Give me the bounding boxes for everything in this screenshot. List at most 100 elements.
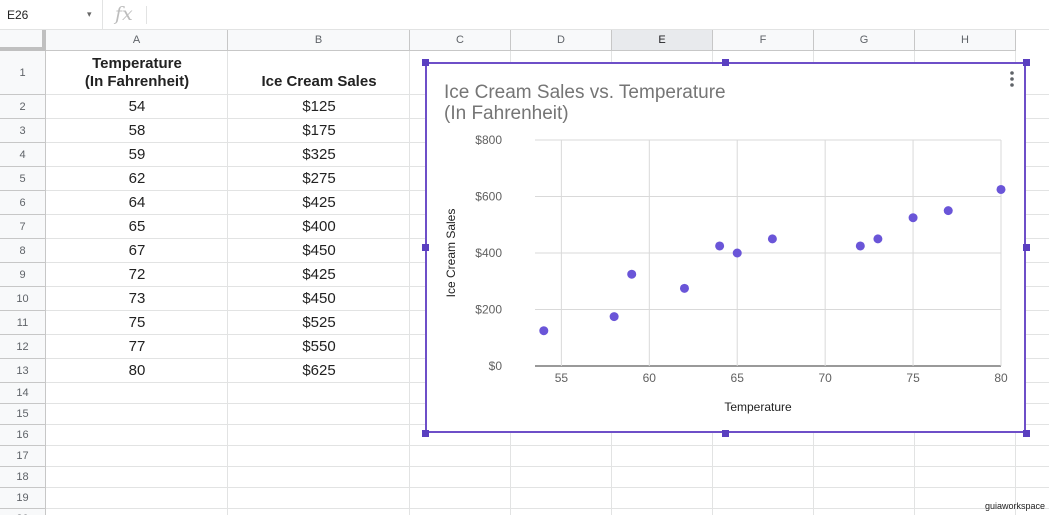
- x-tick-label: 70: [818, 371, 832, 385]
- cell-a1-temperature-header[interactable]: Temperature (In Fahrenheit): [46, 55, 228, 91]
- name-box[interactable]: E26 ▾: [0, 0, 103, 30]
- row-header-17[interactable]: 17: [0, 446, 46, 467]
- row-header-6[interactable]: 6: [0, 191, 46, 215]
- row-header-19[interactable]: 19: [0, 488, 46, 509]
- resize-handle[interactable]: [421, 244, 429, 251]
- resize-handle[interactable]: [1022, 429, 1030, 437]
- sales-cell[interactable]: $550: [302, 338, 336, 355]
- row-header-15[interactable]: 15: [0, 404, 46, 425]
- data-point[interactable]: [996, 184, 1006, 194]
- header-a-line1: Temperature: [92, 55, 182, 72]
- x-tick-label: 65: [731, 371, 745, 385]
- spreadsheet-grid[interactable]: ABCDEFGH1234567891011121314151617181920T…: [0, 30, 1049, 515]
- data-point[interactable]: [627, 269, 637, 279]
- resize-handle[interactable]: [1022, 244, 1030, 251]
- column-header-a[interactable]: A: [46, 30, 228, 51]
- data-point[interactable]: [609, 312, 619, 322]
- row-header-12[interactable]: 12: [0, 335, 46, 359]
- resize-handle[interactable]: [421, 429, 429, 437]
- sales-cell[interactable]: $525: [302, 314, 336, 331]
- gridline-vertical: [409, 51, 410, 515]
- temperature-cell[interactable]: 75: [128, 314, 146, 331]
- gridline-horizontal: [46, 487, 1049, 488]
- chart-svg: Ice Cream Sales vs. Temperature(In Fahre…: [444, 71, 1014, 414]
- data-point[interactable]: [679, 283, 689, 293]
- column-header-e[interactable]: E: [612, 30, 713, 51]
- temperature-cell[interactable]: 65: [128, 218, 146, 235]
- chart-title-line1: Ice Cream Sales vs. Temperature: [444, 82, 726, 103]
- resize-handle[interactable]: [722, 429, 729, 437]
- cell-b1-sales-header[interactable]: Ice Cream Sales: [261, 73, 377, 90]
- row-header-13[interactable]: 13: [0, 359, 46, 383]
- row-header-2[interactable]: 2: [0, 95, 46, 119]
- more-vertical-icon[interactable]: [1010, 77, 1014, 81]
- data-point[interactable]: [732, 248, 742, 258]
- y-tick-label: $200: [475, 303, 502, 317]
- column-header-d[interactable]: D: [511, 30, 612, 51]
- resize-handle[interactable]: [1022, 58, 1030, 66]
- chart-title-line2: (In Fahrenheit): [444, 103, 569, 124]
- row-header-20[interactable]: 20: [0, 509, 46, 515]
- sales-cell[interactable]: $450: [302, 242, 336, 259]
- temperature-cell[interactable]: 67: [128, 242, 146, 259]
- x-tick-label: 75: [906, 371, 920, 385]
- more-vertical-icon[interactable]: [1010, 71, 1014, 75]
- resize-handle[interactable]: [722, 58, 729, 66]
- data-point[interactable]: [715, 241, 725, 251]
- sales-cell[interactable]: $425: [302, 194, 336, 211]
- sales-cell[interactable]: $175: [302, 122, 336, 139]
- fx-icon: fx: [115, 3, 133, 25]
- temperature-cell[interactable]: 58: [128, 122, 146, 139]
- temperature-cell[interactable]: 59: [128, 146, 146, 163]
- row-header-18[interactable]: 18: [0, 467, 46, 488]
- column-header-f[interactable]: F: [713, 30, 814, 51]
- chevron-down-icon[interactable]: ▾: [87, 9, 92, 19]
- chart[interactable]: Ice Cream Sales vs. Temperature (In Fahre…: [421, 58, 1030, 437]
- header-a-line2: (In Fahrenheit): [84, 73, 190, 90]
- sales-cell[interactable]: $625: [302, 362, 336, 379]
- more-vertical-icon[interactable]: [1010, 83, 1014, 87]
- sales-cell[interactable]: $425: [302, 266, 336, 283]
- temperature-cell[interactable]: 80: [128, 362, 146, 379]
- select-all-corner[interactable]: [0, 30, 46, 51]
- sales-cell[interactable]: $125: [302, 98, 336, 115]
- temperature-cell[interactable]: 73: [128, 290, 146, 307]
- name-box-value: E26: [7, 8, 29, 22]
- x-tick-label: 55: [555, 371, 569, 385]
- data-point[interactable]: [767, 234, 777, 244]
- sales-cell[interactable]: $325: [302, 146, 336, 163]
- row-header-9[interactable]: 9: [0, 263, 46, 287]
- column-header-g[interactable]: G: [814, 30, 915, 51]
- resize-handle[interactable]: [421, 58, 429, 66]
- temperature-cell[interactable]: 77: [128, 338, 146, 355]
- column-header-b[interactable]: B: [228, 30, 410, 51]
- row-header-8[interactable]: 8: [0, 239, 46, 263]
- formula-divider: [146, 6, 147, 24]
- x-tick-label: 60: [643, 371, 657, 385]
- x-tick-label: 80: [994, 371, 1008, 385]
- row-header-4[interactable]: 4: [0, 143, 46, 167]
- row-header-14[interactable]: 14: [0, 383, 46, 404]
- temperature-cell[interactable]: 64: [128, 194, 146, 211]
- sales-cell[interactable]: $275: [302, 170, 336, 187]
- row-header-1[interactable]: 1: [0, 51, 46, 95]
- row-header-3[interactable]: 3: [0, 119, 46, 143]
- temperature-cell[interactable]: 54: [128, 98, 146, 115]
- data-point[interactable]: [908, 213, 918, 223]
- data-point[interactable]: [855, 241, 865, 251]
- column-header-c[interactable]: C: [410, 30, 511, 51]
- temperature-cell[interactable]: 62: [128, 170, 146, 187]
- sales-cell[interactable]: $450: [302, 290, 336, 307]
- temperature-cell[interactable]: 72: [128, 266, 146, 283]
- column-header-h[interactable]: H: [915, 30, 1016, 51]
- row-header-5[interactable]: 5: [0, 167, 46, 191]
- data-point[interactable]: [873, 234, 883, 244]
- row-header-10[interactable]: 10: [0, 287, 46, 311]
- sales-cell[interactable]: $400: [302, 218, 336, 235]
- gridline-horizontal: [46, 445, 1049, 446]
- row-header-16[interactable]: 16: [0, 425, 46, 446]
- data-point[interactable]: [539, 326, 549, 336]
- row-header-7[interactable]: 7: [0, 215, 46, 239]
- data-point[interactable]: [943, 206, 953, 216]
- row-header-11[interactable]: 11: [0, 311, 46, 335]
